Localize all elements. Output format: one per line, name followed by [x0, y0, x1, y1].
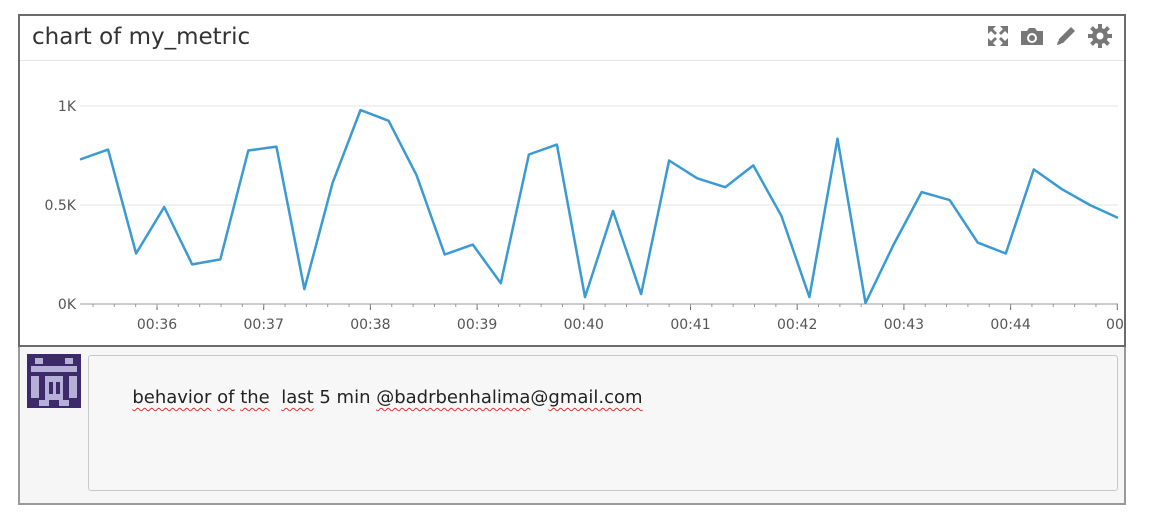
y-tick-label: 0.5K [45, 198, 77, 214]
avatar-icon [27, 354, 81, 408]
x-tick-label: 00:42 [777, 317, 817, 333]
title-separator [20, 60, 1124, 61]
comment-text: behavior of the last 5 min @badrbenhalim… [98, 366, 643, 429]
widget-title: chart of my_metric [32, 24, 251, 50]
x-tick-label: 00:43 [884, 317, 924, 333]
x-tick-label: 00:38 [350, 317, 390, 333]
comment-mention: @badrbenhalima [376, 387, 531, 408]
x-tick-label: 00:41 [670, 317, 710, 333]
x-tick-label: 00:37 [244, 317, 284, 333]
comment-word: behavior [132, 387, 212, 408]
series-line [79, 108, 1119, 305]
widget-toolbar [984, 22, 1114, 50]
comment-word: of [217, 387, 235, 408]
x-tick-label: 00:44 [990, 317, 1030, 333]
comment-space: 5 min [313, 387, 377, 408]
comment-panel: behavior of the last 5 min @badrbenhalim… [18, 347, 1126, 505]
x-tick-label: 00:36 [137, 317, 177, 333]
fullscreen-icon[interactable] [984, 22, 1012, 50]
pencil-icon[interactable] [1052, 22, 1080, 50]
comment-textarea[interactable]: behavior of the last 5 min @badrbenhalim… [88, 355, 1118, 491]
comment-word: last [281, 387, 314, 408]
y-tick-label: 0K [58, 297, 77, 313]
camera-icon[interactable] [1018, 22, 1046, 50]
x-tick-label: 00: [1106, 317, 1124, 333]
chart-widget: chart of my_metric [18, 14, 1126, 347]
comment-domain: gmail.com [548, 387, 643, 408]
y-tick-label: 1K [58, 99, 77, 115]
gear-icon[interactable] [1086, 22, 1114, 50]
comment-space [270, 387, 281, 408]
comment-word: the [240, 387, 270, 408]
line-chart: 0K 0.5K 1K 00:36 00:37 00:38 00:39 00:40 00:41 00… [45, 99, 1124, 333]
comment-at: @ [530, 387, 549, 408]
x-tick-label: 00:40 [564, 317, 604, 333]
x-tick-label: 00:39 [457, 317, 497, 333]
